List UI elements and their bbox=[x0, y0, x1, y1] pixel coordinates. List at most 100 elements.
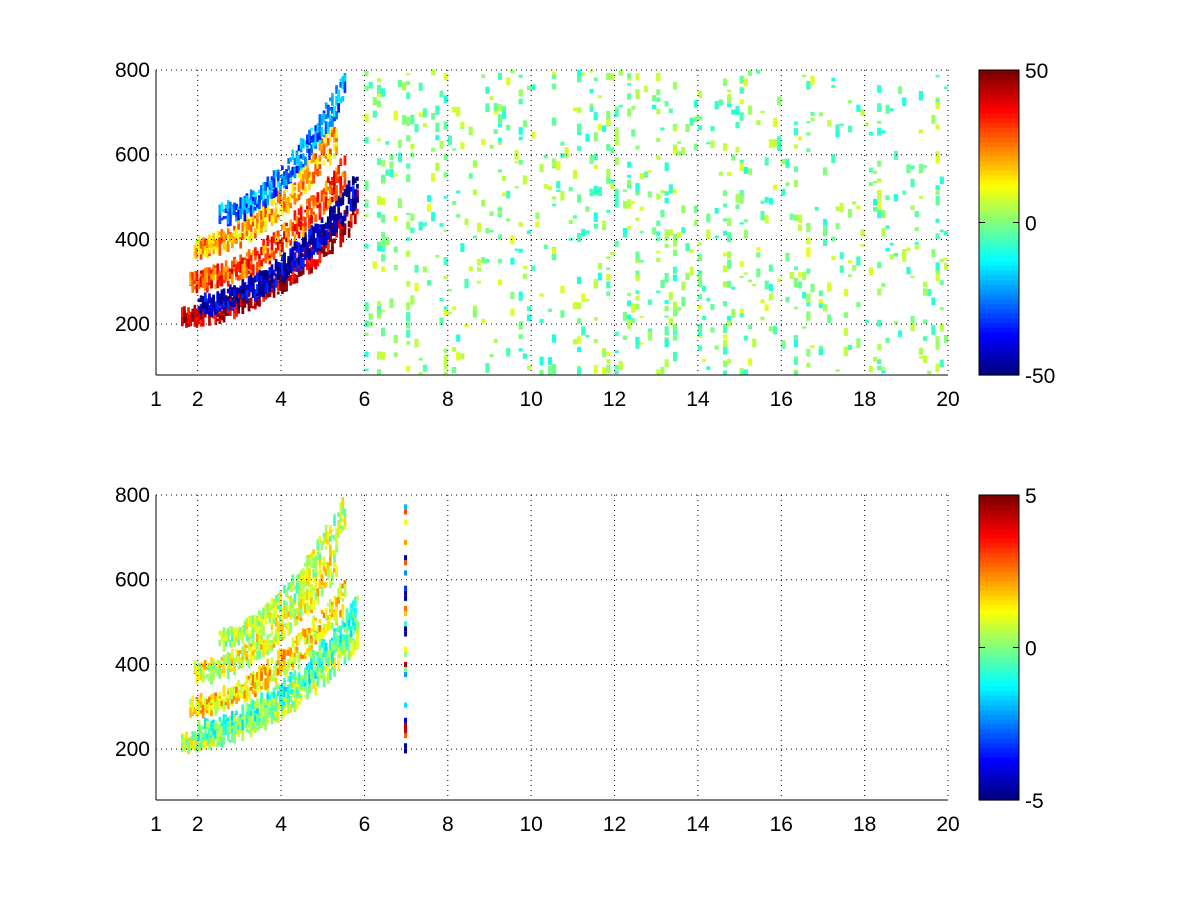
heatmap-cell bbox=[297, 700, 301, 705]
heatmap-cell bbox=[235, 697, 238, 704]
heatmap-cell bbox=[216, 670, 220, 677]
heatmap-cell bbox=[274, 208, 278, 217]
heatmap-cell bbox=[614, 200, 619, 208]
heatmap-cell bbox=[287, 626, 290, 636]
heatmap-cell bbox=[322, 134, 326, 138]
heatmap-cell bbox=[293, 186, 297, 191]
heatmap-cell bbox=[281, 263, 284, 275]
heatmap-cell bbox=[241, 222, 245, 232]
heatmap-cell bbox=[418, 221, 423, 231]
heatmap-cell bbox=[293, 157, 297, 161]
heatmap-cell bbox=[493, 107, 498, 115]
heatmap-cell bbox=[835, 369, 840, 372]
colorbar-swatch bbox=[979, 552, 1019, 558]
heatmap-cell bbox=[335, 95, 338, 106]
heatmap-cell bbox=[318, 581, 322, 589]
heatmap-cell bbox=[893, 321, 898, 325]
heatmap-cell bbox=[262, 270, 265, 276]
heatmap-cell bbox=[195, 270, 199, 281]
heatmap-cell bbox=[245, 693, 249, 702]
heatmap-cell bbox=[739, 261, 744, 267]
heatmap-cell bbox=[189, 271, 193, 279]
heatmap-cell bbox=[199, 698, 203, 702]
heatmap-cell bbox=[287, 227, 290, 239]
colorbar-swatch bbox=[979, 576, 1019, 582]
heatmap-cell bbox=[314, 214, 318, 222]
heatmap-cell bbox=[243, 223, 247, 227]
colorbar-tick-label: 50 bbox=[1025, 60, 1048, 83]
heatmap-cell bbox=[253, 228, 257, 233]
heatmap-cell bbox=[258, 678, 261, 688]
heatmap-cell bbox=[226, 668, 230, 680]
heatmap-cell bbox=[276, 666, 280, 671]
heatmap-cell bbox=[335, 229, 338, 238]
heatmap-cell bbox=[835, 206, 840, 211]
heatmap-cell bbox=[764, 215, 769, 224]
heatmap-cell bbox=[264, 718, 268, 731]
heatmap-cell bbox=[443, 121, 448, 130]
heatmap-cell bbox=[253, 674, 257, 680]
colorbar-swatch bbox=[979, 103, 1019, 109]
heatmap-cell bbox=[339, 593, 343, 600]
heatmap-cell bbox=[283, 630, 286, 638]
heatmap-cell bbox=[747, 279, 753, 283]
heatmap-cell bbox=[333, 213, 336, 220]
heatmap-cell bbox=[293, 166, 297, 177]
heatmap-cell bbox=[324, 609, 328, 621]
heatmap-cell bbox=[256, 261, 259, 273]
heatmap-cell bbox=[312, 136, 315, 141]
heatmap-cell bbox=[531, 84, 536, 91]
x-tick-label: 16 bbox=[770, 388, 793, 411]
heatmap-cell bbox=[810, 75, 815, 86]
heatmap-cell bbox=[593, 339, 598, 343]
heatmap-cell bbox=[493, 129, 498, 134]
heatmap-cell bbox=[606, 176, 611, 184]
heatmap-cell bbox=[760, 200, 765, 204]
heatmap-cell bbox=[318, 170, 322, 176]
heatmap-cell bbox=[318, 210, 322, 220]
heatmap-cell bbox=[697, 331, 703, 336]
heatmap-cell bbox=[627, 185, 632, 189]
heatmap-cell bbox=[572, 215, 578, 219]
heatmap-cell bbox=[231, 694, 234, 700]
heatmap-cell bbox=[722, 340, 728, 348]
heatmap-cell bbox=[262, 631, 265, 636]
heatmap-cell bbox=[404, 611, 408, 617]
heatmap-cell bbox=[506, 190, 511, 199]
heatmap-cell bbox=[497, 234, 502, 240]
heatmap-cell bbox=[222, 314, 226, 323]
heatmap-cell bbox=[249, 711, 253, 716]
heatmap-cell bbox=[297, 231, 301, 239]
heatmap-cell bbox=[243, 260, 247, 272]
heatmap-cell bbox=[324, 648, 328, 660]
heatmap-cell bbox=[831, 84, 836, 88]
heatmap-cell bbox=[226, 717, 230, 722]
x-tick-label: 1 bbox=[150, 813, 162, 836]
heatmap-cell bbox=[251, 651, 255, 660]
heatmap-cell bbox=[706, 213, 711, 223]
heatmap-cell bbox=[747, 70, 753, 76]
heatmap-cell bbox=[331, 215, 334, 219]
heatmap-cell bbox=[291, 222, 295, 227]
heatmap-cell bbox=[818, 112, 823, 117]
heatmap-cell bbox=[210, 734, 213, 744]
colorbar-swatch bbox=[979, 179, 1019, 185]
heatmap-cell bbox=[274, 699, 278, 712]
heatmap-cell bbox=[281, 607, 284, 620]
heatmap-cell bbox=[270, 250, 274, 254]
heatmap-cell bbox=[839, 265, 844, 273]
heatmap-cell bbox=[935, 99, 940, 102]
heatmap-cell bbox=[877, 103, 882, 112]
heatmap-cell bbox=[614, 106, 619, 110]
heatmap-cell bbox=[299, 270, 303, 277]
heatmap-cell bbox=[264, 638, 268, 651]
heatmap-cell bbox=[797, 281, 803, 289]
heatmap-cell bbox=[285, 171, 288, 184]
heatmap-cell bbox=[364, 214, 369, 218]
heatmap-cell bbox=[228, 639, 232, 648]
heatmap-cell bbox=[193, 251, 197, 257]
heatmap-cell bbox=[222, 231, 226, 240]
heatmap-cell bbox=[268, 633, 272, 637]
heatmap-cell bbox=[739, 308, 744, 314]
heatmap-cell bbox=[181, 741, 184, 749]
